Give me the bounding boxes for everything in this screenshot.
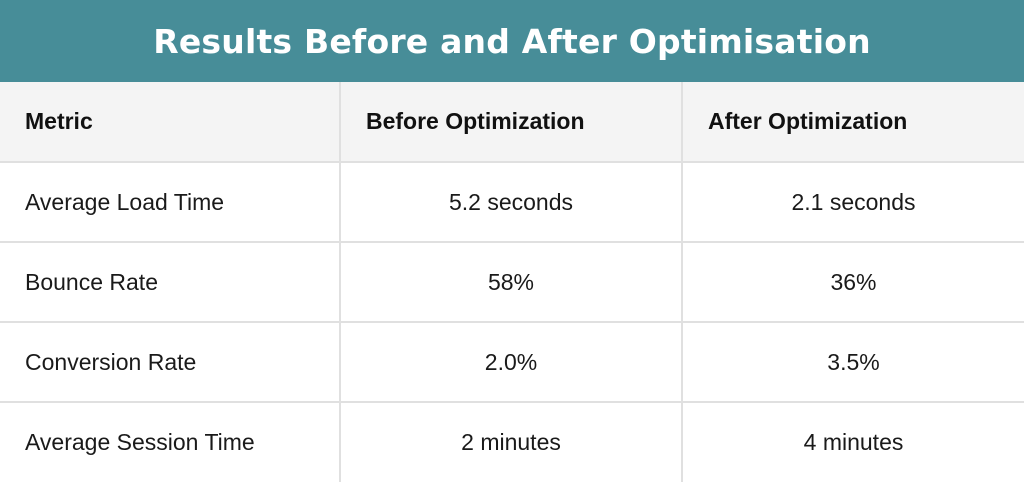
table-row: Average Session Time 2 minutes 4 minutes: [0, 402, 1024, 482]
metric-cell: Average Session Time: [0, 402, 341, 482]
metric-cell: Average Load Time: [0, 162, 341, 243]
before-cell: 2.0%: [340, 322, 683, 403]
after-cell: 4 minutes: [682, 402, 1024, 482]
metric-cell: Bounce Rate: [0, 242, 341, 323]
table-row: Conversion Rate 2.0% 3.5%: [0, 322, 1024, 403]
table-row: Average Load Time 5.2 seconds 2.1 second…: [0, 162, 1024, 243]
before-cell: 58%: [340, 242, 683, 323]
before-cell: 5.2 seconds: [340, 162, 683, 243]
before-cell: 2 minutes: [340, 402, 683, 482]
header-metric: Metric: [0, 82, 341, 163]
metric-cell: Conversion Rate: [0, 322, 341, 403]
after-cell: 3.5%: [682, 322, 1024, 403]
results-table: Metric Before Optimization After Optimiz…: [0, 82, 1024, 482]
table-title: Results Before and After Optimisation: [0, 0, 1024, 82]
header-after: After Optimization: [682, 82, 1024, 163]
after-cell: 36%: [682, 242, 1024, 323]
header-row: Metric Before Optimization After Optimiz…: [0, 82, 1024, 163]
header-before: Before Optimization: [340, 82, 683, 163]
table-row: Bounce Rate 58% 36%: [0, 242, 1024, 323]
after-cell: 2.1 seconds: [682, 162, 1024, 243]
